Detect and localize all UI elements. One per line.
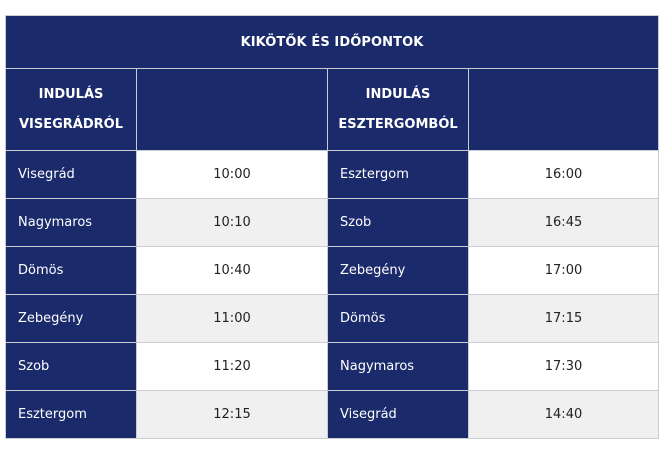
left-stop: Zebegény bbox=[5, 294, 137, 343]
right-header-blank bbox=[468, 68, 659, 151]
right-header-line-2: ESZTERGOMBÓL bbox=[338, 116, 458, 132]
right-time: 16:45 bbox=[468, 198, 659, 247]
table-title: KIKÖTŐK ÉS IDŐPONTOK bbox=[5, 15, 659, 69]
table-row: Nagymaros 10:10 Szob 16:45 bbox=[5, 198, 659, 247]
table-row: Esztergom 12:15 Visegrád 14:40 bbox=[5, 390, 659, 439]
left-time: 10:10 bbox=[136, 198, 328, 247]
left-header-line-2: VISEGRÁDRÓL bbox=[18, 116, 124, 132]
right-header-line-1: INDULÁS bbox=[365, 86, 431, 102]
schedule-table: KIKÖTŐK ÉS IDŐPONTOK INDULÁS VISEGRÁDRÓL… bbox=[5, 15, 659, 439]
title-row: KIKÖTŐK ÉS IDŐPONTOK bbox=[5, 15, 659, 69]
left-departure-header: INDULÁS VISEGRÁDRÓL bbox=[5, 68, 137, 151]
table-row: Zebegény 11:00 Dömös 17:15 bbox=[5, 294, 659, 343]
left-stop: Szob bbox=[5, 342, 137, 391]
left-stop: Esztergom bbox=[5, 390, 137, 439]
left-time: 10:40 bbox=[136, 246, 328, 295]
header-row: INDULÁS VISEGRÁDRÓL INDULÁS ESZTERGOMBÓL bbox=[5, 68, 659, 151]
table-row: Dömös 10:40 Zebegény 17:00 bbox=[5, 246, 659, 295]
timetable-container: KIKÖTŐK ÉS IDŐPONTOK INDULÁS VISEGRÁDRÓL… bbox=[5, 15, 659, 439]
left-stop: Nagymaros bbox=[5, 198, 137, 247]
right-time: 16:00 bbox=[468, 150, 659, 199]
right-stop: Visegrád bbox=[327, 390, 469, 439]
table-row: Visegrád 10:00 Esztergom 16:00 bbox=[5, 150, 659, 199]
left-time: 12:15 bbox=[136, 390, 328, 439]
left-stop: Dömös bbox=[5, 246, 137, 295]
left-stop: Visegrád bbox=[5, 150, 137, 199]
table-row: Szob 11:20 Nagymaros 17:30 bbox=[5, 342, 659, 391]
left-time: 11:00 bbox=[136, 294, 328, 343]
right-stop: Zebegény bbox=[327, 246, 469, 295]
right-time: 17:00 bbox=[468, 246, 659, 295]
left-header-line-1: INDULÁS bbox=[38, 86, 104, 102]
right-departure-header: INDULÁS ESZTERGOMBÓL bbox=[327, 68, 469, 151]
right-stop: Szob bbox=[327, 198, 469, 247]
right-time: 17:30 bbox=[468, 342, 659, 391]
right-time: 17:15 bbox=[468, 294, 659, 343]
left-time: 10:00 bbox=[136, 150, 328, 199]
left-time: 11:20 bbox=[136, 342, 328, 391]
right-stop: Esztergom bbox=[327, 150, 469, 199]
left-header-blank bbox=[136, 68, 328, 151]
right-stop: Nagymaros bbox=[327, 342, 469, 391]
right-time: 14:40 bbox=[468, 390, 659, 439]
right-stop: Dömös bbox=[327, 294, 469, 343]
